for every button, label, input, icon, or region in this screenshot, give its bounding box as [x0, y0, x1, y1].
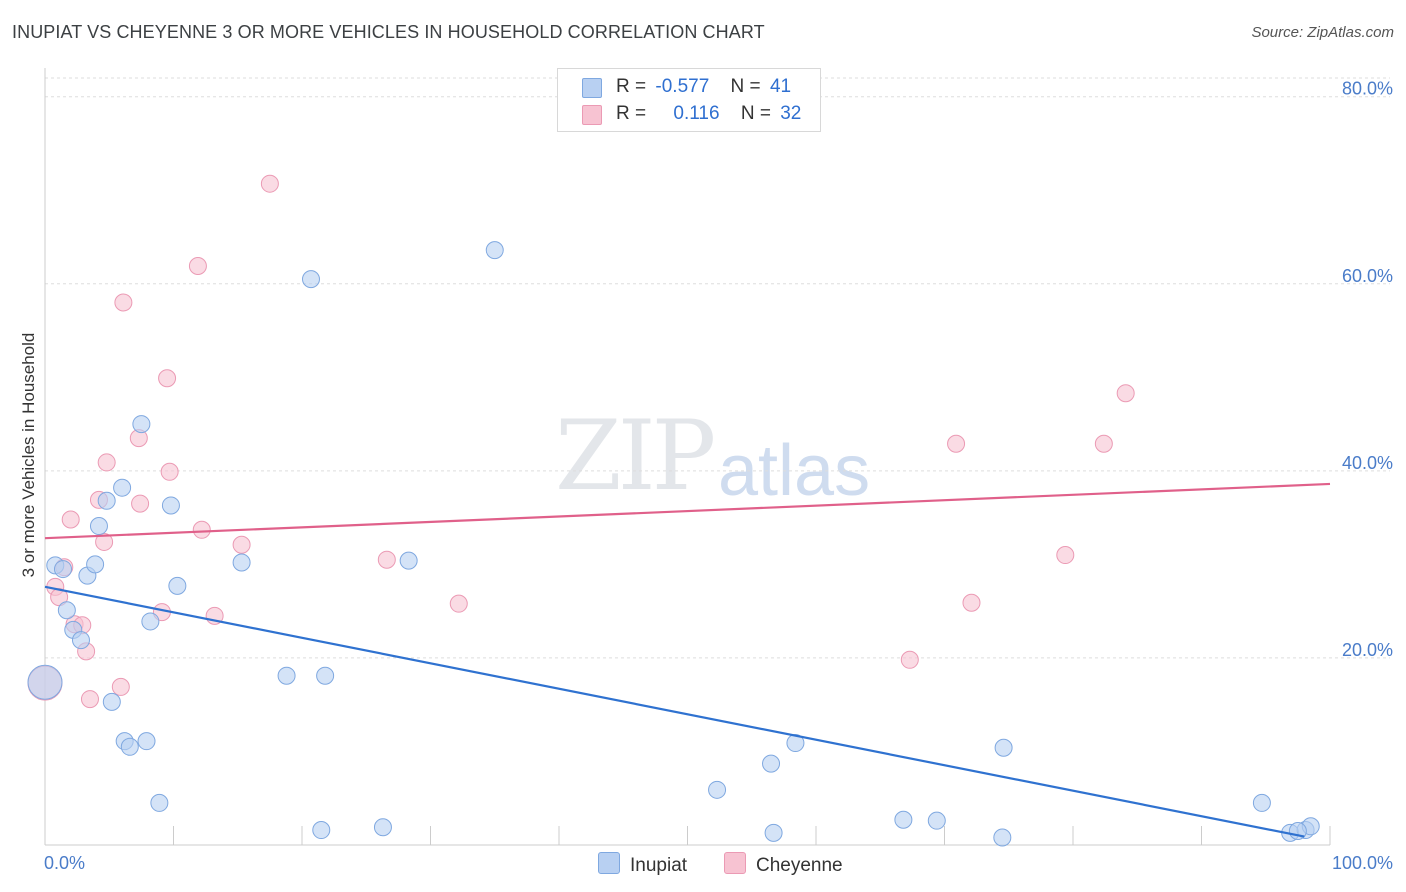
inupiat-swatch: [582, 78, 602, 98]
cheyenne-point: [377, 550, 396, 569]
inupiat-legend-label: Inupiat: [630, 855, 688, 876]
inupiat-point: [1252, 793, 1271, 812]
x-tick-label-start: 0.0%: [44, 853, 85, 873]
cheyenne-point: [80, 690, 99, 709]
inupiat-point: [150, 793, 169, 812]
inupiat-point: [120, 737, 139, 756]
chart-title: INUPIAT VS CHEYENNE 3 OR MORE VEHICLES I…: [12, 22, 765, 42]
cheyenne-legend-label: Cheyenne: [756, 855, 843, 876]
inupiat-point: [927, 811, 946, 830]
inupiat-point: [373, 818, 392, 837]
cheyenne-point: [188, 257, 207, 276]
inupiat-point: [762, 754, 781, 773]
watermark-zip: ZIP: [555, 400, 716, 512]
inupiat-point: [27, 664, 63, 700]
inupiat-trend-line: [44, 585, 1305, 838]
cheyenne-point: [1116, 384, 1135, 403]
cheyenne-n-label: N =: [740, 103, 771, 124]
cheyenne-point: [192, 520, 211, 539]
cheyenne-point: [900, 650, 919, 669]
inupiat-point: [86, 555, 105, 574]
inupiat-point: [161, 496, 180, 515]
trend-lines: [44, 482, 1331, 838]
cheyenne-point: [158, 369, 177, 388]
cheyenne-legend-swatch: [724, 852, 746, 874]
source-label: Source: ZipAtlas.com: [1251, 24, 1394, 41]
y-tick-label: 20.0%: [1342, 640, 1393, 660]
inupiat-point: [764, 823, 783, 842]
inupiat-point: [71, 631, 90, 650]
inupiat-legend-swatch: [598, 852, 620, 874]
cheyenne-n-value: 32: [780, 103, 802, 124]
cheyenne-swatch: [582, 105, 602, 125]
inupiat-point: [485, 241, 504, 260]
inupiat-r-label: R =: [616, 76, 647, 97]
inupiat-point: [97, 491, 116, 510]
inupiat-point: [277, 666, 296, 685]
inupiat-point: [894, 810, 913, 829]
cheyenne-point: [1094, 434, 1113, 453]
cheyenne-point: [1056, 546, 1075, 565]
inupiat-point: [312, 821, 331, 840]
cheyenne-point: [131, 494, 150, 513]
tick-labels: 20.0% 40.0% 60.0% 80.0% 0.0% 100.0% 3 or more …: [19, 79, 1393, 873]
inupiat-point: [113, 478, 132, 497]
inupiat-point: [89, 517, 108, 536]
axes: [44, 68, 1331, 846]
inupiat-point: [141, 612, 160, 631]
cheyenne-point: [111, 677, 130, 696]
x-tick-label-end: 100.0%: [1332, 853, 1393, 873]
inupiat-point: [232, 553, 251, 572]
cheyenne-r-value: 0.116: [673, 103, 720, 124]
cheyenne-point: [260, 174, 279, 193]
inupiat-points: [27, 241, 1320, 847]
cheyenne-point: [449, 594, 468, 613]
inupiat-point: [137, 732, 156, 751]
cheyenne-r-label: R =: [616, 103, 647, 124]
cheyenne-points: [27, 174, 1135, 709]
cheyenne-point: [61, 510, 80, 529]
gridlines: [45, 77, 1390, 659]
cheyenne-point: [232, 535, 251, 554]
inupiat-point: [102, 692, 121, 711]
cheyenne-point: [97, 453, 116, 472]
inupiat-point: [993, 828, 1012, 847]
inupiat-point: [708, 780, 727, 799]
y-tick-label: 80.0%: [1342, 79, 1393, 99]
inupiat-point: [132, 415, 151, 434]
inupiat-point: [994, 738, 1013, 757]
y-tick-label: 40.0%: [1342, 453, 1393, 473]
inupiat-point: [399, 551, 418, 570]
cheyenne-point: [947, 434, 966, 453]
bottom-legend-inupiat: Inupiat: [598, 852, 687, 877]
cheyenne-trend-line: [44, 482, 1331, 540]
correlation-legend: R = -0.577 N = 41 R = 0.116 N = 32: [557, 68, 821, 132]
inupiat-point: [316, 666, 335, 685]
y-tick-label: 60.0%: [1342, 266, 1393, 286]
cheyenne-point: [962, 593, 981, 612]
cheyenne-point: [114, 293, 133, 312]
y-axis-label: 3 or more Vehicles in Household: [19, 333, 38, 578]
cheyenne-point: [95, 532, 114, 551]
inupiat-point: [168, 576, 187, 595]
cheyenne-point: [160, 462, 179, 481]
inupiat-n-label: N =: [730, 76, 761, 97]
inupiat-r-value: -0.577: [655, 76, 710, 97]
inupiat-point: [301, 270, 320, 289]
inupiat-point: [57, 601, 76, 620]
inupiat-n-value: 41: [769, 76, 792, 97]
inupiat-point: [53, 560, 72, 579]
bottom-legend-cheyenne: Cheyenne: [724, 852, 843, 877]
